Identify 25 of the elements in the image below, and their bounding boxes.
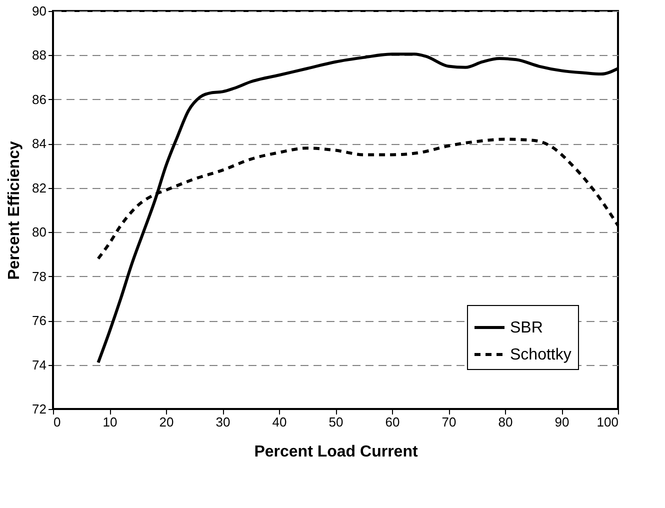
- x-tick-label: 30: [216, 414, 230, 430]
- y-tick-label: 80: [32, 224, 46, 240]
- y-tick-label: 72: [32, 402, 46, 416]
- x-tick-label: 90: [554, 414, 570, 430]
- x-tick-label: 80: [498, 414, 513, 430]
- x-tick-label: 100: [596, 414, 618, 430]
- y-tick-label: 82: [32, 180, 46, 196]
- x-tick-label: 40: [272, 414, 287, 430]
- legend-label: Schottky: [510, 346, 572, 364]
- x-axis-title: Percent Load Current: [254, 444, 418, 460]
- x-tick-label: 60: [385, 414, 400, 430]
- legend-label: SBR: [510, 320, 543, 336]
- x-tick-label: 0: [54, 414, 61, 430]
- y-tick-label: 74: [32, 357, 46, 372]
- y-tick-label: 84: [32, 136, 46, 152]
- y-tick-label: 78: [32, 268, 46, 284]
- y-tick-label: 88: [32, 48, 46, 63]
- x-tick-label: 70: [442, 414, 456, 430]
- y-tick-label: 86: [32, 92, 46, 107]
- x-tick-label: 10: [102, 414, 118, 430]
- y-tick-label: 76: [32, 313, 46, 328]
- x-tick-label: 20: [159, 414, 174, 430]
- y-axis-title: Percent Efficiency: [6, 141, 24, 280]
- y-tick-label: 90: [32, 4, 46, 18]
- x-tick-label: 50: [328, 414, 344, 430]
